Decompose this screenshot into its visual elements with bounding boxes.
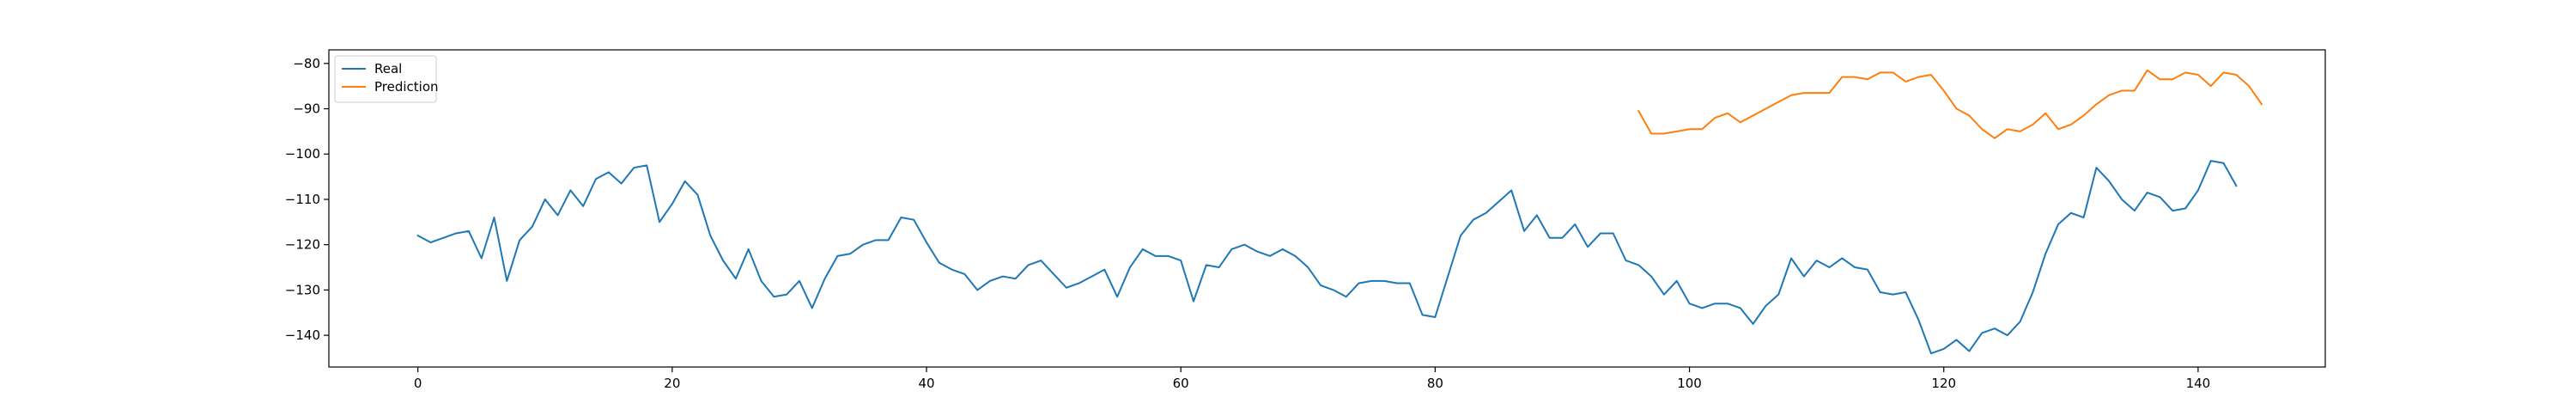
- legend-box: [334, 55, 437, 103]
- legend: Real Prediction: [334, 55, 439, 103]
- y-axis: −80 −90 −100 −110 −120 −130 −140: [285, 56, 329, 343]
- x-tick-label: 40: [918, 376, 934, 391]
- x-tick-label: 140: [2186, 376, 2211, 391]
- y-tick-label: −110: [285, 192, 320, 207]
- y-tick-label: −80: [293, 56, 320, 71]
- y-tick-label: −90: [293, 101, 320, 117]
- legend-label-real: Real: [374, 61, 402, 76]
- plot-frame: [328, 49, 2326, 368]
- legend-label-prediction: Prediction: [374, 79, 439, 95]
- x-tick-label: 120: [1931, 376, 1956, 391]
- series-lines: [416, 69, 2263, 355]
- x-axis: 0 20 40 60 80 100 120 140: [414, 367, 2210, 391]
- x-tick-label: 80: [1427, 376, 1443, 391]
- series-line-real: [416, 160, 2238, 355]
- series-line-prediction: [1637, 69, 2263, 139]
- x-tick-label: 0: [414, 376, 422, 391]
- y-tick-label: −140: [285, 327, 320, 343]
- x-tick-label: 100: [1677, 376, 1702, 391]
- x-tick-label: 60: [1173, 376, 1189, 391]
- y-tick-label: −120: [285, 237, 320, 253]
- y-tick-label: −130: [285, 282, 320, 297]
- x-tick-label: 20: [664, 376, 680, 391]
- y-tick-label: −100: [285, 146, 320, 162]
